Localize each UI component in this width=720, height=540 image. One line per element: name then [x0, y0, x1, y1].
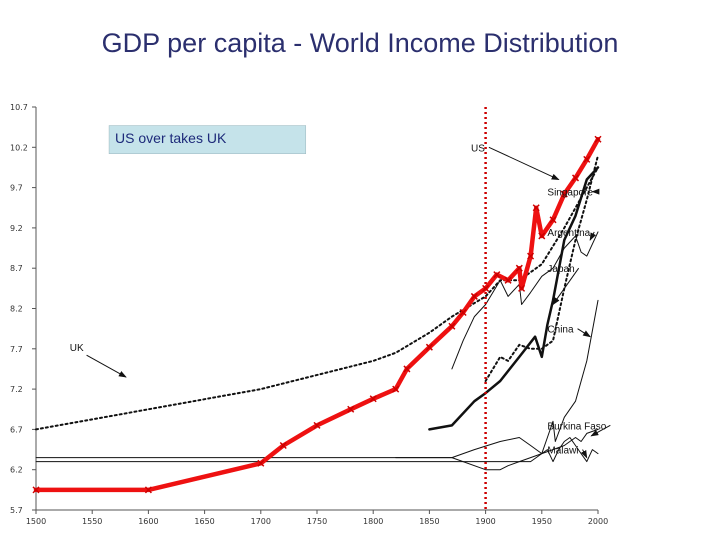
- x-tick-label: 1750: [307, 517, 327, 526]
- series-label-malawi: Malawi: [547, 446, 578, 457]
- series-label-china: China: [547, 325, 574, 336]
- series-point-us: [32, 486, 40, 494]
- series-point-us: [459, 308, 467, 317]
- x-tick-label: 1950: [532, 517, 552, 526]
- y-tick-label: 7.2: [10, 385, 23, 394]
- series-point-us: [470, 292, 478, 300]
- series-label-us: US: [471, 143, 485, 154]
- x-tick-label: 1500: [26, 517, 46, 526]
- x-tick-label: 1900: [475, 517, 495, 526]
- series-point-us: [369, 395, 377, 403]
- annotation-text: US over takes UK: [115, 130, 227, 146]
- series-point-us: [425, 343, 433, 351]
- series-point-us: [448, 322, 456, 330]
- x-tick-label: 1850: [419, 517, 439, 526]
- page-title: GDP per capita - World Income Distributi…: [101, 28, 619, 58]
- series-point-us: [560, 190, 568, 198]
- series-label-japan: Japan: [547, 264, 574, 275]
- x-tick-label: 1800: [363, 517, 383, 526]
- series-line-singapore: [484, 154, 599, 382]
- series-point-us: [518, 284, 526, 292]
- series-point-us: [144, 486, 152, 494]
- series-point-us: [527, 252, 535, 260]
- series-line-burkina-faso: [35, 428, 599, 463]
- y-tick-label: 8.2: [10, 305, 23, 314]
- series-point-us: [313, 421, 321, 429]
- y-tick-label: 10.7: [10, 103, 28, 112]
- series-label-arrow-china: [577, 328, 591, 338]
- y-tick-label: 6.7: [10, 425, 23, 434]
- series-label-arrow-us: [488, 146, 560, 180]
- series-point-us: [594, 135, 602, 143]
- series-line-argentina: [451, 231, 599, 370]
- series-point-us: [583, 155, 591, 163]
- series-label-uk: UK: [70, 343, 84, 354]
- series-point-us: [532, 204, 540, 212]
- series-label-arrow-argentina: [589, 231, 596, 241]
- series-label-arrow-malawi: [580, 449, 588, 459]
- series-point-us: [549, 216, 557, 224]
- series-point-us: [571, 174, 580, 182]
- x-tick-label: 1600: [138, 517, 158, 526]
- series-line-china: [35, 299, 599, 459]
- series-label-arrow-burkina-faso: [590, 424, 611, 437]
- y-tick-label: 9.7: [10, 184, 23, 193]
- annotation-box: [108, 125, 307, 154]
- y-tick-label: 10.2: [10, 143, 28, 152]
- y-tick-label: 8.7: [10, 264, 23, 273]
- series-label-singapore: Singapore: [547, 188, 593, 199]
- series-label-arrow-japan: [552, 267, 580, 306]
- series-point-us: [392, 385, 400, 393]
- series-point-us: [493, 271, 501, 279]
- series-point-us: [279, 441, 287, 450]
- chart-axes: 5.7 6.2 6.7 7.2 7.7 8.2 8.7 9.2 9.7 10.2 10.7 1500 1…: [10, 103, 608, 526]
- chart-series: [32, 135, 602, 494]
- series-point-us: [347, 405, 355, 413]
- series-label-burkina-faso: Burkina Faso: [547, 421, 606, 432]
- series-point-us: [504, 276, 512, 284]
- series-line-japan: [428, 166, 600, 431]
- series-point-us: [538, 232, 546, 240]
- series-point-us: [403, 365, 411, 373]
- y-tick-label: 9.2: [10, 224, 23, 233]
- y-tick-label: 6.2: [10, 466, 23, 475]
- series-label-argentina: Argentina: [547, 228, 590, 239]
- x-tick-label: 1650: [194, 517, 214, 526]
- series-point-us: [515, 264, 523, 272]
- x-tick-label: 1550: [82, 517, 102, 526]
- series-point-us: [257, 459, 265, 467]
- series-line-uk: [35, 166, 599, 431]
- series-line-us: [33, 136, 601, 493]
- series-label-arrow-uk: [86, 354, 127, 378]
- x-tick-label: 2000: [588, 517, 608, 526]
- chart-series-labels: US Singapore Argentina Japan China Burkina Fa…: [70, 143, 611, 459]
- chart-annotation: US over takes UK: [108, 107, 487, 510]
- y-tick-label: 5.7: [10, 506, 23, 515]
- y-tick-label: 7.7: [10, 345, 23, 354]
- x-tick-label: 1700: [251, 517, 271, 526]
